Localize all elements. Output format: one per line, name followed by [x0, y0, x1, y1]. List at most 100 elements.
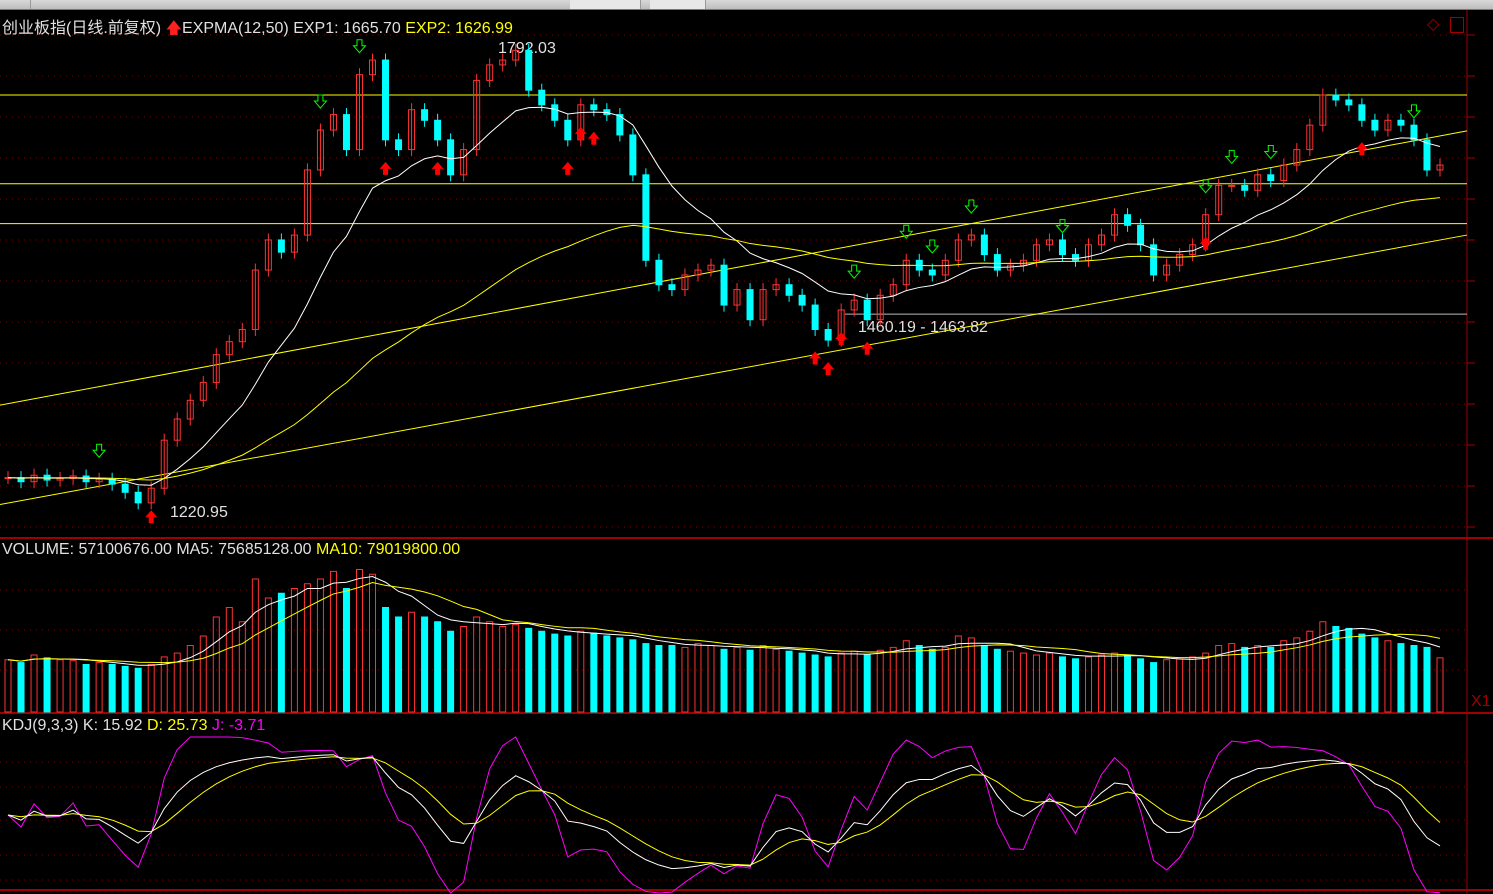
candle-up	[1293, 149, 1301, 166]
candle-up	[499, 59, 507, 66]
volume-bar	[251, 578, 259, 713]
volume-bar	[915, 645, 923, 713]
candle-down	[642, 174, 650, 261]
volume-bar	[1384, 640, 1392, 713]
candle-up	[902, 259, 910, 286]
candle-up	[486, 64, 494, 81]
volume-bar	[551, 633, 559, 713]
volume-bar	[603, 635, 611, 713]
candle-up	[1163, 264, 1171, 276]
candle-up	[694, 269, 702, 276]
candle-up	[1006, 264, 1014, 271]
volume-bar	[512, 624, 520, 713]
volume-bar	[160, 656, 168, 713]
candle-down	[1410, 124, 1418, 141]
candle-up	[1228, 184, 1236, 187]
window-toggle-icon[interactable]	[1450, 17, 1464, 33]
volume-bar	[473, 616, 481, 713]
volume-bar	[1019, 652, 1027, 713]
volume-bar	[980, 645, 988, 713]
volume-bar	[134, 667, 142, 713]
buy-arrow-icon	[431, 161, 444, 175]
volume-bar	[43, 657, 51, 713]
buy-arrow-icon	[145, 510, 158, 524]
candle-down	[538, 89, 546, 106]
candle-up	[199, 381, 207, 401]
candle-up	[251, 269, 259, 330]
candle-up	[264, 239, 272, 271]
candle-down	[564, 119, 572, 141]
candle-up	[473, 79, 481, 151]
candle-down	[928, 269, 936, 276]
candle-down	[1345, 99, 1353, 106]
volume-bar	[1371, 637, 1379, 713]
volume-bar	[147, 664, 155, 713]
toolbar-tabs[interactable]	[0, 0, 1493, 10]
volume-bar	[1032, 654, 1040, 713]
candle-up	[95, 478, 103, 483]
volume-bar	[1397, 643, 1405, 713]
volume-bar	[564, 635, 572, 713]
volume-bar	[850, 650, 858, 713]
volume-bar	[486, 621, 494, 713]
tab[interactable]	[570, 0, 641, 9]
tab[interactable]	[650, 0, 706, 9]
volume-bar	[707, 645, 715, 713]
trend-line	[0, 234, 1468, 505]
indicator-name: EXPMA(12,50)	[182, 20, 289, 37]
candle-down	[798, 294, 806, 306]
volume-bar	[1280, 640, 1288, 713]
low-label: 1220.95	[170, 504, 228, 521]
volume-bar	[1241, 646, 1249, 713]
sell-arrow-icon	[92, 443, 107, 459]
volume-bar	[225, 607, 233, 713]
volume-bar	[1345, 627, 1353, 713]
volume-bar	[1045, 652, 1053, 713]
volume-bar	[277, 592, 285, 713]
candle-down	[421, 109, 429, 121]
candle-down	[824, 328, 832, 341]
buy-arrow-icon	[587, 131, 600, 145]
candle-down	[629, 134, 637, 176]
candle-up	[876, 294, 884, 321]
candle-up	[1306, 124, 1314, 151]
candle-down	[447, 139, 455, 176]
volume-bar	[30, 654, 38, 713]
buy-arrow-icon	[561, 161, 574, 175]
volume-bar	[290, 588, 298, 713]
candle-up	[1111, 214, 1119, 236]
candle-down	[434, 119, 442, 141]
volume-bar	[82, 664, 90, 713]
sell-arrow-icon	[352, 39, 367, 54]
volume-bar	[1085, 656, 1093, 713]
candle-down	[1267, 174, 1275, 182]
candle-up	[355, 74, 363, 151]
diamond-icon[interactable]: ◇	[1427, 16, 1440, 33]
volume-header: VOLUME: 57100676.00 MA5: 75685128.00 MA1…	[2, 541, 460, 559]
candle-up	[733, 289, 741, 306]
volume-bar	[186, 645, 194, 713]
candle-up	[69, 475, 77, 479]
volume-bar	[69, 660, 77, 713]
candle-up	[1098, 234, 1106, 246]
candle-down	[121, 483, 129, 493]
volume-bar	[1150, 662, 1158, 713]
volume-bar	[1358, 633, 1366, 713]
sell-arrow-icon	[1263, 145, 1278, 160]
stock-chart[interactable]	[0, 10, 1493, 894]
candle-down	[655, 259, 663, 286]
candle-up	[512, 49, 520, 61]
tab[interactable]	[0, 0, 31, 9]
volume-bar	[17, 662, 25, 713]
volume-bar	[95, 662, 103, 713]
price-header: 创业板指(日线.前复权) 🡅EXPMA(12,50) EXP1: 1665.70…	[2, 14, 513, 44]
candle-down	[277, 239, 285, 253]
candle-up	[186, 399, 194, 420]
candle-up	[212, 354, 220, 383]
candle-up	[681, 274, 689, 291]
sell-arrow-icon	[1224, 149, 1239, 165]
candle-down	[134, 491, 142, 504]
volume-bar	[447, 630, 455, 713]
candle-up	[759, 289, 767, 321]
volume-bar	[902, 640, 910, 713]
